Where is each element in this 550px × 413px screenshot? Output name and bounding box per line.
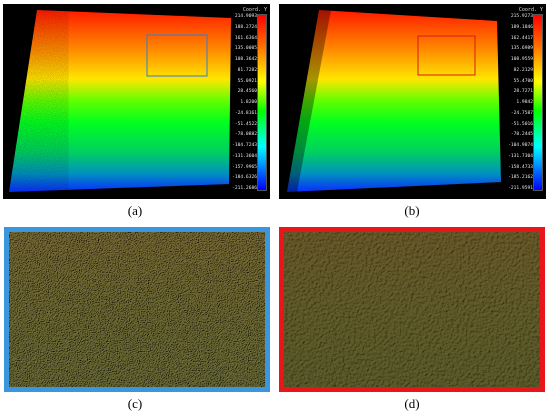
scale-title-a: Coord. Y (242, 7, 267, 13)
scale-tick-label: 161.6364 (234, 35, 257, 41)
point-cloud-edge-shadow-b (287, 10, 331, 192)
point-cloud-surface-a (9, 10, 231, 192)
scale-tick-label: -131.7304 (508, 153, 533, 159)
scale-tick-label: 1.8200 (240, 100, 257, 105)
scale-tick-label: 28.7271 (513, 89, 533, 95)
scale-labels-b: 215.9273 189.1846 162.4417 135.6989 108.9559… (501, 12, 533, 192)
scale-tick-label: 214.9093 (234, 14, 257, 19)
scale-tick-label: 135.0005 (234, 46, 257, 52)
point-cloud-panel-b: Coord. Y 215.9273 189.1846 162.4417 135.698… (279, 4, 546, 199)
scale-tick-label: -78.0882 (234, 132, 257, 138)
point-cloud-render-a (9, 10, 231, 192)
scale-tick-label: -158.4733 (508, 164, 533, 170)
scale-colorbar-a (257, 14, 267, 191)
scale-tick-label: -211.2686 (232, 186, 257, 191)
scale-tick-label: -51.5016 (510, 121, 533, 127)
caption-b: (b) (404, 203, 420, 218)
scale-tick-label: 82.2129 (513, 67, 533, 73)
color-scale-b: Coord. Y 215.9273 189.1846 162.4417 135.698… (501, 7, 543, 192)
scale-tick-label: -51.4522 (234, 121, 257, 127)
scale-tick-label: 108.9559 (510, 57, 533, 62)
scale-tick-label: -24.7587 (510, 110, 533, 116)
scale-tick-label: 135.6989 (510, 46, 533, 52)
scale-tick-label: 81.7282 (237, 67, 257, 73)
scale-tick-label: -184.6326 (232, 175, 257, 181)
scale-tick-label: 188.2724 (234, 24, 257, 30)
zoom-texture-c (9, 232, 265, 387)
scale-tick-label: 55.0921 (237, 78, 257, 84)
point-cloud-surface-b (287, 10, 501, 192)
scale-tick-label: 1.9842 (516, 100, 533, 105)
scale-tick-label: -131.3604 (232, 153, 257, 159)
roi-rectangle-b (417, 35, 476, 76)
scale-tick-label: 189.1846 (510, 24, 533, 30)
scale-tick-label: -78.2445 (510, 132, 533, 138)
scale-tick-label: -211.9591 (508, 186, 533, 191)
scale-tick-label: -104.7243 (232, 143, 257, 148)
scale-tick-label: 28.4560 (237, 89, 257, 95)
scale-tick-label: -157.9965 (232, 164, 257, 170)
scale-tick-label: 215.9273 (510, 14, 533, 19)
scale-tick-label: 108.3642 (234, 57, 257, 62)
scale-tick-label: -185.2162 (508, 175, 533, 181)
point-cloud-render-b (287, 10, 501, 192)
scale-tick-label: -24.8161 (234, 110, 257, 116)
scale-tick-label: 55.4700 (513, 78, 533, 84)
color-scale-a: Coord. Y 214.9093 188.2724 161.6364 135.000… (225, 7, 267, 192)
scale-colorbar-b (533, 14, 543, 191)
caption-a: (a) (127, 203, 143, 218)
roi-rectangle-a (146, 34, 208, 77)
scale-tick-label: 162.4417 (510, 35, 533, 41)
scale-title-b: Coord. Y (518, 7, 543, 13)
zoom-detail-d (279, 227, 545, 392)
zoom-detail-c (4, 227, 270, 392)
scale-labels-a: 214.9093 188.2724 161.6364 135.0005 108.3642… (225, 12, 257, 192)
caption-d: (d) (404, 396, 420, 411)
caption-c: (c) (127, 396, 143, 411)
scale-tick-label: -104.9874 (508, 143, 533, 148)
point-cloud-panel-a: Coord. Y 214.9093 188.2724 161.6364 135.000… (3, 4, 270, 199)
zoom-texture-d (284, 232, 540, 387)
point-cloud-edge-noise-a (9, 10, 63, 192)
